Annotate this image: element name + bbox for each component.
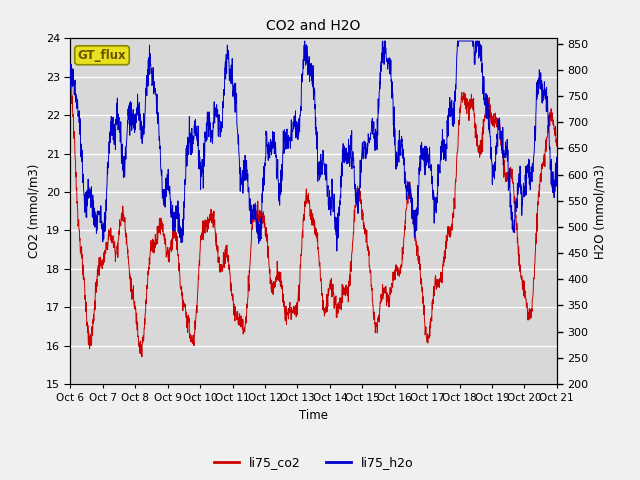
Legend: li75_co2, li75_h2o: li75_co2, li75_h2o [209,452,419,475]
Y-axis label: CO2 (mmol/m3): CO2 (mmol/m3) [27,164,40,258]
Y-axis label: H2O (mmol/m3): H2O (mmol/m3) [594,164,607,259]
X-axis label: Time: Time [299,408,328,421]
Text: GT_flux: GT_flux [77,49,126,62]
Title: CO2 and H2O: CO2 and H2O [266,19,361,33]
